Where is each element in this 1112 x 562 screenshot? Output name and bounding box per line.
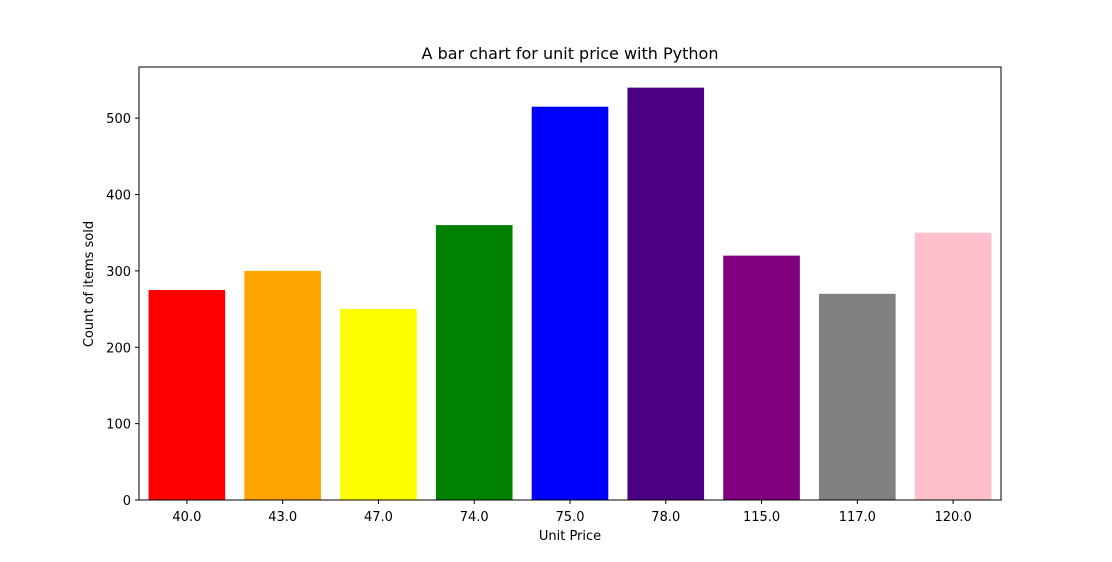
x-tick-label: 120.0 (935, 510, 972, 525)
x-tick-label: 43.0 (268, 510, 297, 525)
y-tick-label: 0 (123, 494, 131, 509)
bar (244, 270, 321, 500)
bar (340, 309, 417, 500)
chart-title: A bar chart for unit price with Python (422, 44, 719, 63)
x-tick-label: 40.0 (172, 510, 201, 525)
y-tick-label: 400 (106, 189, 131, 204)
x-tick-label: 75.0 (556, 510, 585, 525)
x-axis-label: Unit Price (539, 529, 601, 544)
y-tick-label: 500 (106, 112, 131, 127)
x-tick-label: 78.0 (651, 510, 680, 525)
y-tick-label: 300 (106, 265, 131, 280)
x-tick-label: 117.0 (839, 510, 876, 525)
bar (148, 289, 226, 500)
y-axis-ticks: 0 100 200 300 400 500 (106, 112, 139, 509)
x-tick-label: 74.0 (460, 510, 489, 525)
x-tick-label: 47.0 (364, 510, 393, 525)
bars-group (148, 87, 992, 501)
x-axis-ticks: 40.0 43.0 47.0 74.0 75.0 78.0 115.0 117.0 120.0 (172, 500, 972, 525)
plot-area-frame (138, 66, 1002, 501)
bar (627, 87, 705, 500)
bar (914, 232, 992, 500)
y-axis-label: Count of items sold (82, 221, 97, 347)
y-tick-label: 200 (106, 341, 131, 356)
x-tick-label: 115.0 (743, 510, 780, 525)
bar (435, 225, 513, 501)
bar (819, 293, 896, 500)
y-tick-label: 100 (106, 418, 131, 433)
bar (531, 106, 609, 501)
bar (723, 255, 800, 500)
